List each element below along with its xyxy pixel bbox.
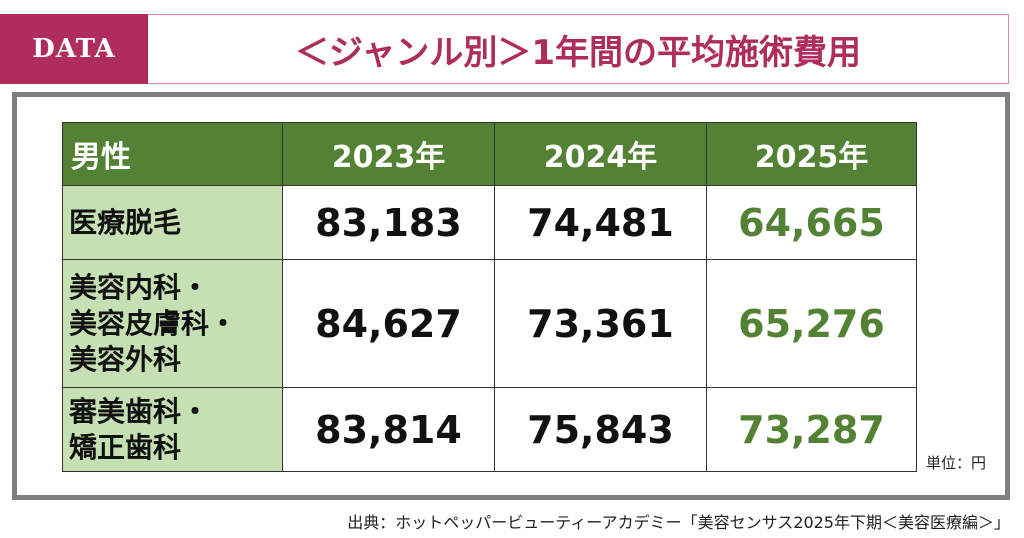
table-header-row: 男性 2023年 2024年 2025年	[62, 122, 917, 186]
cell-value: 74,481	[494, 185, 707, 260]
page-title: ＜ジャンル別＞1年間の平均施術費用	[148, 14, 1009, 84]
row-label: 審美歯科・ 矯正歯科	[62, 387, 283, 472]
table-row: 美容内科・ 美容皮膚科・ 美容外科 84,627 73,361 65,276	[62, 259, 917, 388]
cell-value: 64,665	[706, 185, 917, 260]
cost-table: 男性 2023年 2024年 2025年 医療脱毛 83,183 74,481 64,…	[62, 122, 917, 472]
column-header: 男性	[62, 122, 283, 186]
source-caption: 出典：ホットペッパービューティーアカデミー「美容センサス2025年下期＜美容医療…	[347, 513, 1010, 532]
data-tag: DATA	[0, 14, 148, 84]
cell-value: 65,276	[706, 259, 917, 388]
cell-value: 83,183	[282, 185, 495, 260]
cell-value: 73,361	[494, 259, 707, 388]
header-band: DATA ＜ジャンル別＞1年間の平均施術費用	[0, 14, 1010, 84]
column-header: 2024年	[494, 122, 707, 186]
table-row: 医療脱毛 83,183 74,481 64,665	[62, 185, 917, 260]
cell-value: 84,627	[282, 259, 495, 388]
column-header: 2025年	[706, 122, 917, 186]
cell-value: 73,287	[706, 387, 917, 472]
column-header: 2023年	[282, 122, 495, 186]
cell-value: 83,814	[282, 387, 495, 472]
cell-value: 75,843	[494, 387, 707, 472]
unit-label: 単位：円	[926, 454, 987, 472]
row-label: 医療脱毛	[62, 185, 283, 260]
row-label: 美容内科・ 美容皮膚科・ 美容外科	[62, 259, 283, 388]
table-row: 審美歯科・ 矯正歯科 83,814 75,843 73,287	[62, 387, 917, 472]
